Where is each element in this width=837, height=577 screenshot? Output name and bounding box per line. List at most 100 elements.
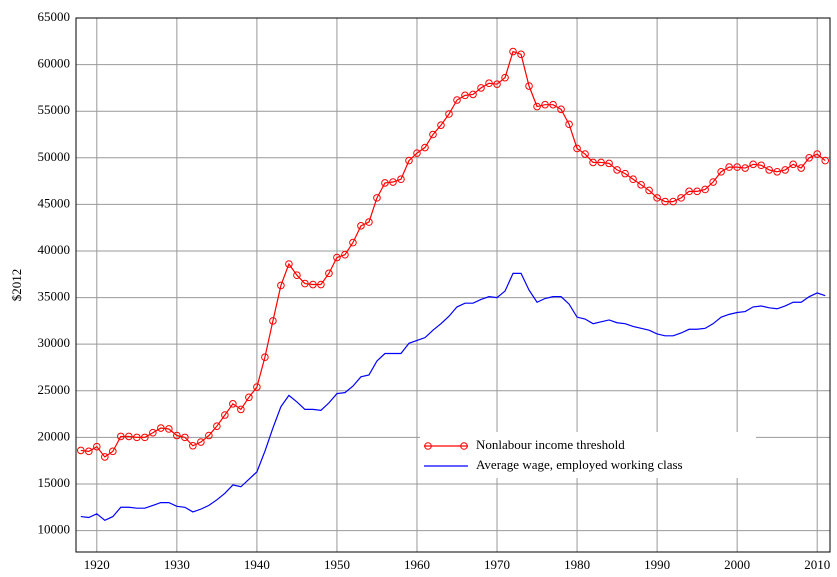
point-marker bbox=[813, 150, 821, 158]
point-marker bbox=[453, 96, 461, 104]
point-marker bbox=[341, 250, 349, 259]
point-marker bbox=[285, 260, 293, 268]
point-marker bbox=[149, 428, 157, 437]
point-marker bbox=[229, 400, 237, 408]
point-marker bbox=[381, 179, 389, 187]
point-marker bbox=[181, 433, 189, 442]
point-marker bbox=[509, 47, 517, 56]
point-marker bbox=[685, 187, 693, 196]
point-marker bbox=[349, 238, 357, 247]
x-tick-label: 1930 bbox=[164, 557, 190, 572]
point-marker bbox=[173, 431, 181, 440]
plot-frame bbox=[75, 17, 831, 553]
y-axis-label: $2012 bbox=[9, 269, 24, 302]
y-tick-label: 60000 bbox=[38, 56, 71, 71]
point-marker bbox=[117, 432, 125, 441]
point-marker bbox=[541, 100, 549, 109]
x-tick-label: 1940 bbox=[244, 557, 270, 572]
point-marker bbox=[245, 393, 253, 402]
point-marker bbox=[741, 164, 749, 172]
point-marker bbox=[397, 175, 405, 184]
point-marker bbox=[797, 164, 805, 172]
point-marker bbox=[501, 73, 509, 82]
x-tick-label: 1960 bbox=[404, 557, 430, 572]
legend-label: Average wage, employed working class bbox=[476, 457, 683, 472]
point-marker bbox=[205, 431, 213, 440]
y-tick-label: 10000 bbox=[38, 522, 71, 537]
point-marker bbox=[533, 102, 541, 111]
point-marker bbox=[269, 317, 277, 325]
point-marker bbox=[725, 163, 733, 171]
point-marker bbox=[469, 90, 477, 99]
y-tick-label: 50000 bbox=[38, 149, 71, 164]
x-tick-label: 1970 bbox=[484, 557, 510, 572]
y-tick-label: 65000 bbox=[38, 9, 71, 24]
point-marker bbox=[597, 158, 605, 167]
point-marker bbox=[429, 130, 437, 139]
point-marker bbox=[357, 222, 365, 230]
point-marker bbox=[661, 197, 669, 206]
point-marker bbox=[261, 353, 269, 362]
legend-marker bbox=[460, 442, 468, 450]
point-marker bbox=[189, 441, 197, 450]
point-marker bbox=[621, 169, 629, 178]
point-marker bbox=[613, 166, 621, 174]
point-marker bbox=[773, 167, 781, 176]
x-tick-label: 1920 bbox=[84, 557, 110, 572]
point-marker bbox=[589, 158, 597, 167]
point-marker bbox=[485, 79, 493, 88]
point-marker bbox=[461, 91, 469, 100]
point-marker bbox=[565, 120, 573, 129]
point-marker bbox=[221, 411, 229, 419]
point-marker bbox=[805, 153, 813, 162]
point-marker bbox=[437, 121, 445, 129]
x-tick-label: 1980 bbox=[564, 557, 590, 572]
point-marker bbox=[133, 433, 141, 442]
point-marker bbox=[165, 425, 173, 433]
point-marker bbox=[629, 175, 637, 184]
point-marker bbox=[581, 150, 589, 158]
y-tick-label: 55000 bbox=[38, 102, 71, 117]
legend-box bbox=[420, 432, 756, 478]
point-marker bbox=[141, 433, 149, 442]
y-tick-label: 25000 bbox=[38, 382, 71, 397]
point-marker bbox=[477, 84, 485, 92]
point-marker bbox=[405, 156, 413, 165]
series-line bbox=[80, 50, 826, 458]
point-marker bbox=[93, 442, 101, 451]
point-marker bbox=[693, 187, 701, 196]
point-marker bbox=[605, 159, 613, 168]
point-marker bbox=[197, 438, 205, 446]
point-marker bbox=[749, 160, 757, 169]
x-tick-label: 1990 bbox=[644, 557, 670, 572]
point-marker bbox=[765, 166, 773, 174]
point-marker bbox=[125, 432, 133, 441]
point-marker bbox=[109, 447, 117, 456]
point-marker bbox=[413, 149, 421, 157]
point-marker bbox=[493, 80, 501, 88]
point-marker bbox=[85, 447, 93, 456]
x-tick-label: 2000 bbox=[724, 557, 750, 572]
point-marker bbox=[157, 424, 165, 432]
point-marker bbox=[237, 405, 245, 414]
point-marker bbox=[757, 161, 765, 170]
point-marker bbox=[669, 197, 677, 206]
point-marker bbox=[709, 178, 717, 186]
point-marker bbox=[421, 143, 429, 152]
y-tick-label: 40000 bbox=[38, 242, 71, 257]
point-marker bbox=[213, 422, 221, 430]
point-marker bbox=[445, 110, 453, 118]
point-marker bbox=[325, 269, 333, 278]
point-marker bbox=[717, 167, 725, 176]
point-marker bbox=[733, 163, 741, 171]
point-marker bbox=[645, 186, 653, 195]
point-marker bbox=[293, 271, 301, 280]
point-marker bbox=[653, 194, 661, 202]
y-tick-label: 15000 bbox=[38, 475, 71, 490]
point-marker bbox=[637, 181, 645, 189]
point-marker bbox=[253, 383, 261, 391]
y-tick-label: 30000 bbox=[38, 335, 71, 350]
point-marker bbox=[525, 82, 533, 90]
